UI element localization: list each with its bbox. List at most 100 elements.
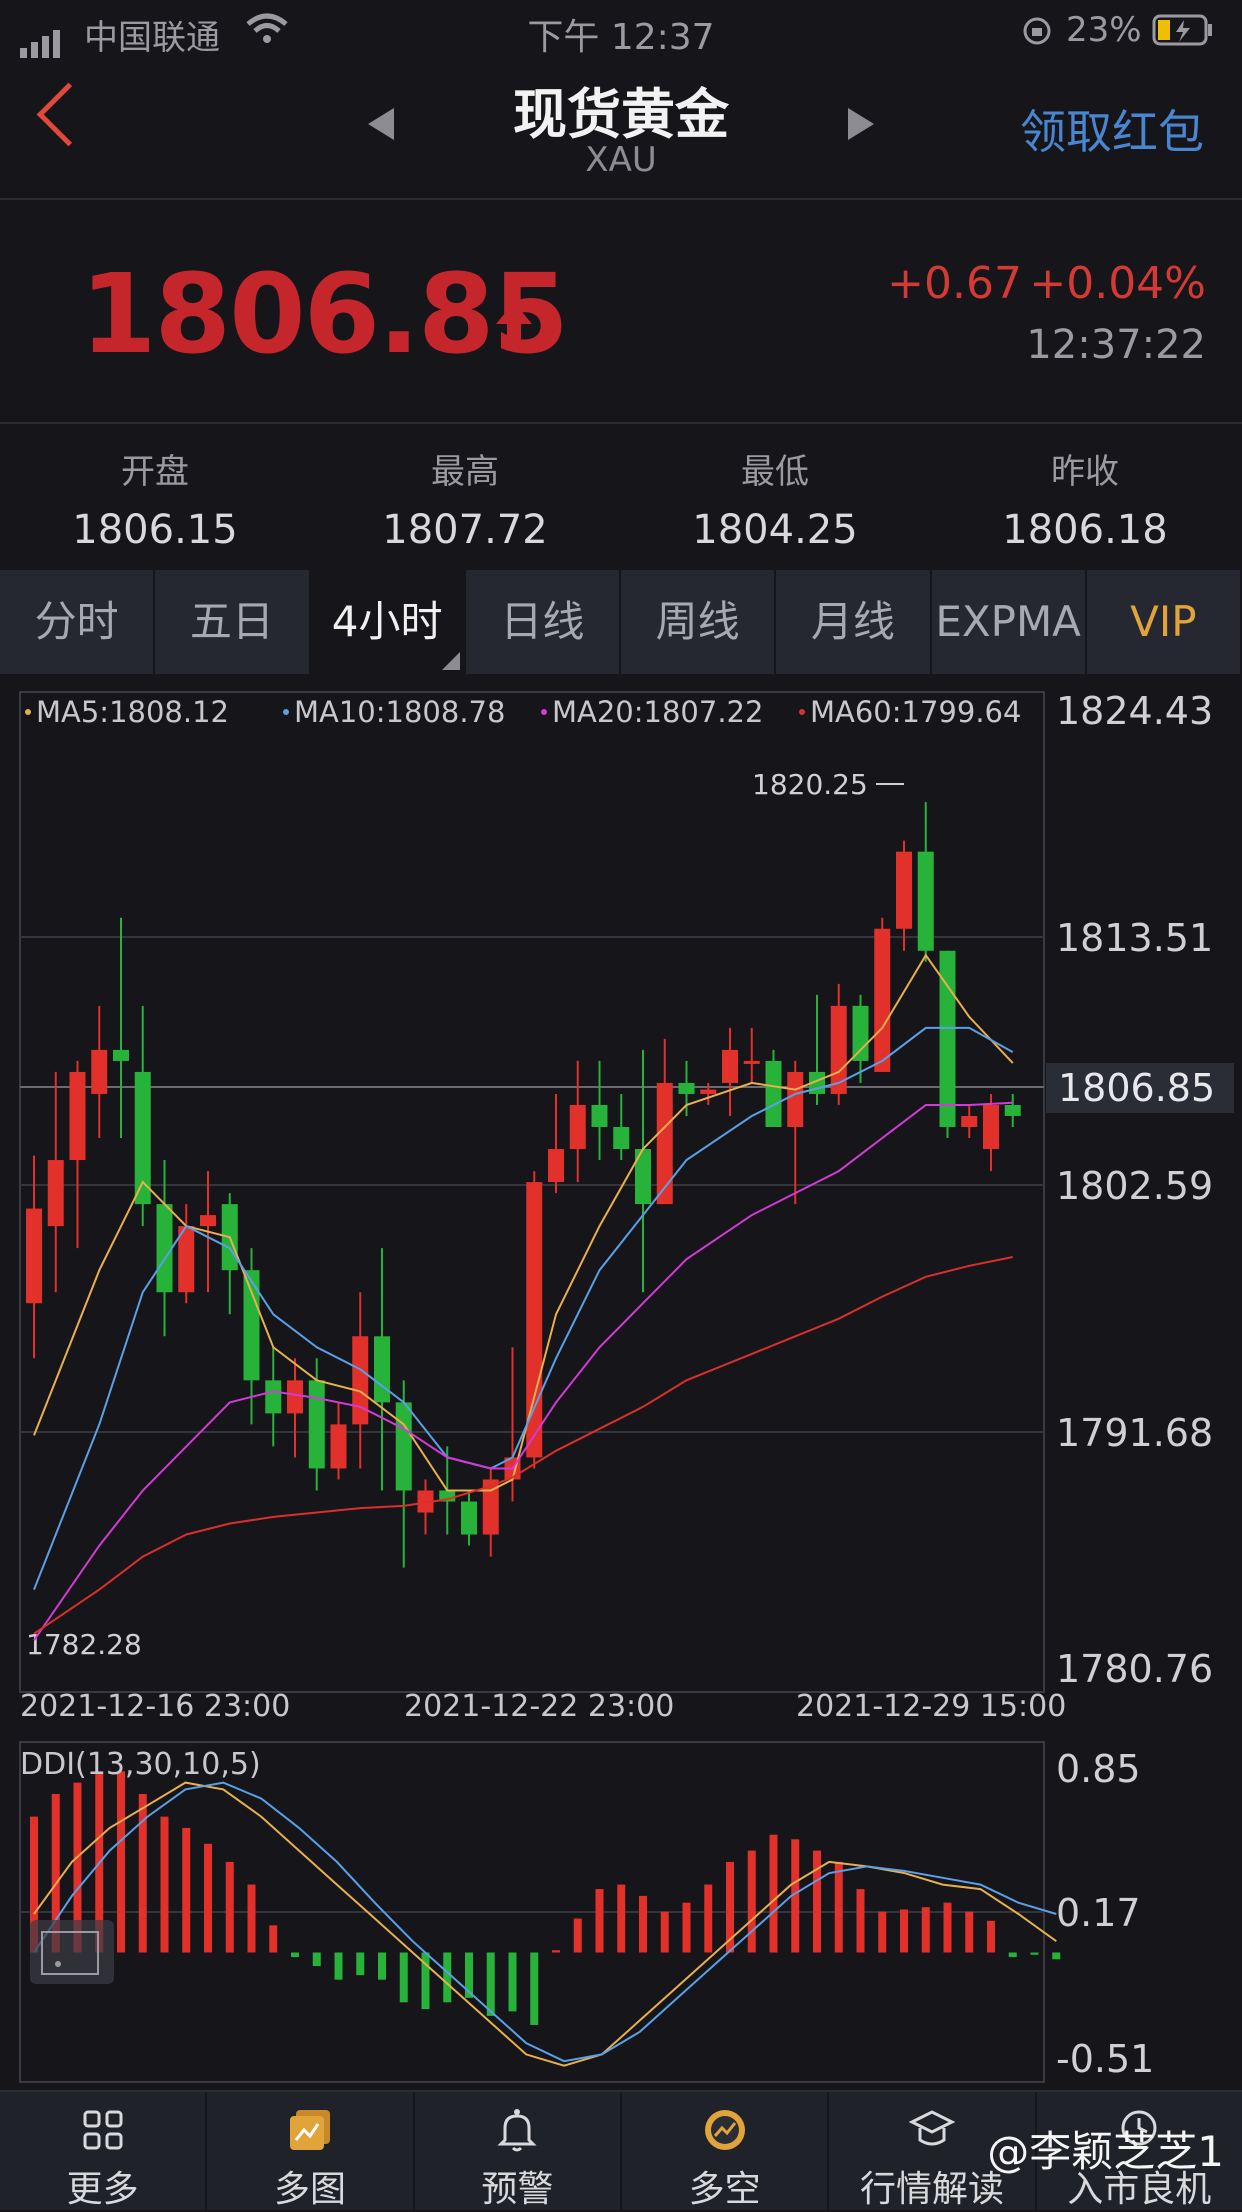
ddi-bar xyxy=(225,1861,234,1953)
candle-body xyxy=(743,1060,760,1064)
candle-body xyxy=(178,1226,195,1293)
price-axis-label: 1806.85 xyxy=(1058,1066,1215,1110)
stat-value: 1804.25 xyxy=(692,507,858,553)
ma20-line xyxy=(33,1101,1013,1641)
nav-label: 行情解读 xyxy=(859,2169,1004,2210)
nav-more[interactable]: 更多 xyxy=(0,2092,208,2210)
status-bar: 中国联通 下午 12:37 23% xyxy=(0,0,1242,60)
ddi-bar xyxy=(552,1950,560,1953)
ddi-bar xyxy=(269,1925,278,1953)
candle-body xyxy=(569,1104,586,1150)
symbol-code: XAU xyxy=(585,140,657,180)
candle-body xyxy=(243,1270,260,1381)
nav-market-insight[interactable]: 行情解读 xyxy=(829,2092,1037,2210)
fullscreen-toggle-icon[interactable] xyxy=(30,1920,114,1984)
stat-label: 昨收 xyxy=(1051,452,1119,492)
tab-weekly[interactable]: 周线 xyxy=(621,570,777,674)
tab-vip[interactable]: VIP xyxy=(1087,570,1242,674)
ddi-bar xyxy=(682,1902,691,1953)
claim-red-packet-button[interactable]: 领取红包 xyxy=(1020,105,1204,159)
tab-monthly[interactable]: 月线 xyxy=(776,570,932,674)
divider xyxy=(0,198,1242,200)
tab-five-day[interactable]: 五日 xyxy=(155,570,311,674)
indicator-axis-label: -0.51 xyxy=(1056,2037,1154,2081)
ddi-bar xyxy=(987,1920,995,1953)
candle-body xyxy=(330,1424,347,1469)
ddi-bar xyxy=(1030,1952,1039,1955)
ddi-bar xyxy=(356,1952,365,1976)
candle-body xyxy=(613,1127,630,1150)
low-annotation: 1782.28 xyxy=(26,1628,142,1661)
candle-body xyxy=(939,950,956,1128)
price-axis-label: 1791.68 xyxy=(1056,1411,1213,1455)
candle-body xyxy=(482,1479,499,1535)
ddi-bar xyxy=(312,1952,321,1967)
nav-long-short[interactable]: 多空 xyxy=(622,2092,830,2210)
watermark-text: @李颖芝芝1 xyxy=(987,2127,1224,2176)
ddi-bar xyxy=(878,1911,887,1953)
ddi-bar xyxy=(1008,1952,1017,1958)
candle-body xyxy=(787,1071,804,1128)
date-label: 2021-12-16 23:00 xyxy=(20,1689,290,1724)
ddi-bar xyxy=(465,1952,473,1998)
stat-label: 最低 xyxy=(741,452,809,492)
ddi-bar xyxy=(399,1952,408,2003)
tab-intraday[interactable]: 分时 xyxy=(0,570,156,674)
next-symbol-icon[interactable] xyxy=(848,108,874,140)
candle-body xyxy=(156,1204,173,1293)
candle-body xyxy=(26,1208,42,1304)
previous-symbol-icon[interactable] xyxy=(368,108,394,140)
stat-open: 开盘 1806.15 xyxy=(0,444,310,553)
ddi-bar xyxy=(617,1884,626,1953)
ddi-bar xyxy=(160,1816,169,1953)
kline-panel-border xyxy=(19,691,1045,1693)
ddi-bar xyxy=(247,1884,256,1953)
ma5-line xyxy=(33,953,1014,1492)
ddi-bar xyxy=(769,1834,778,1953)
candle-body xyxy=(765,1060,782,1128)
nav-label: 多空 xyxy=(688,2169,761,2210)
candlestick-series xyxy=(26,802,1021,1568)
ma60-legend-dot xyxy=(799,709,805,715)
nav-entry-opportunity[interactable]: 入市良机 xyxy=(1037,2092,1242,2210)
nav-label: 多图 xyxy=(273,2169,346,2210)
ddi-bar xyxy=(965,1911,974,1953)
candle-body xyxy=(91,1049,108,1094)
nav-alert[interactable]: 预警 xyxy=(415,2092,622,2210)
candle-body xyxy=(874,928,891,1072)
current-price-tag xyxy=(1046,1063,1234,1113)
battery-icon xyxy=(1152,14,1212,46)
ddi-bar xyxy=(117,1771,125,1953)
nav-multi-chart[interactable]: 多图 xyxy=(207,2092,415,2210)
candle-body xyxy=(113,1049,129,1061)
nav-label: 更多 xyxy=(66,2169,139,2210)
ddi-bar xyxy=(943,1902,952,1953)
candle-body xyxy=(896,851,912,929)
candle-body xyxy=(134,1071,151,1205)
ddi-bar xyxy=(334,1952,343,1980)
graduation-cap-icon xyxy=(908,2110,956,2146)
ddi-bar xyxy=(51,1793,60,1953)
tab-4-hour[interactable]: 4小时 xyxy=(310,570,466,674)
ddi-bar xyxy=(834,1861,843,1953)
ddi-bar xyxy=(508,1952,517,2012)
tab-expma[interactable]: EXPMA xyxy=(932,570,1087,674)
indicator-axis-label: 0.17 xyxy=(1056,1891,1141,1935)
price-axis-label: 1780.76 xyxy=(1056,1647,1213,1691)
candle-body xyxy=(678,1082,695,1094)
candle-body xyxy=(656,1082,673,1205)
tab-daily[interactable]: 日线 xyxy=(466,570,621,674)
candle-body xyxy=(439,1490,456,1502)
ddi-bar xyxy=(486,1952,495,2016)
ddi-bar xyxy=(30,1816,38,1953)
candle-body xyxy=(308,1380,325,1469)
ddi-bar xyxy=(704,1884,713,1953)
candle-body xyxy=(961,1115,978,1128)
ma5-legend: MA5:1808.12 xyxy=(36,695,229,729)
divider xyxy=(0,422,1242,424)
grid-icon xyxy=(83,2110,123,2150)
bottom-nav: 更多 多图 预警 多空 行情解读 xyxy=(0,2090,1242,2210)
chart-area[interactable]: MA5:1808.12 MA10:1808.78 MA20:1807.22 MA… xyxy=(0,680,1242,2090)
battery-percent: 23% xyxy=(1066,10,1142,50)
stat-value: 1806.15 xyxy=(72,507,238,553)
